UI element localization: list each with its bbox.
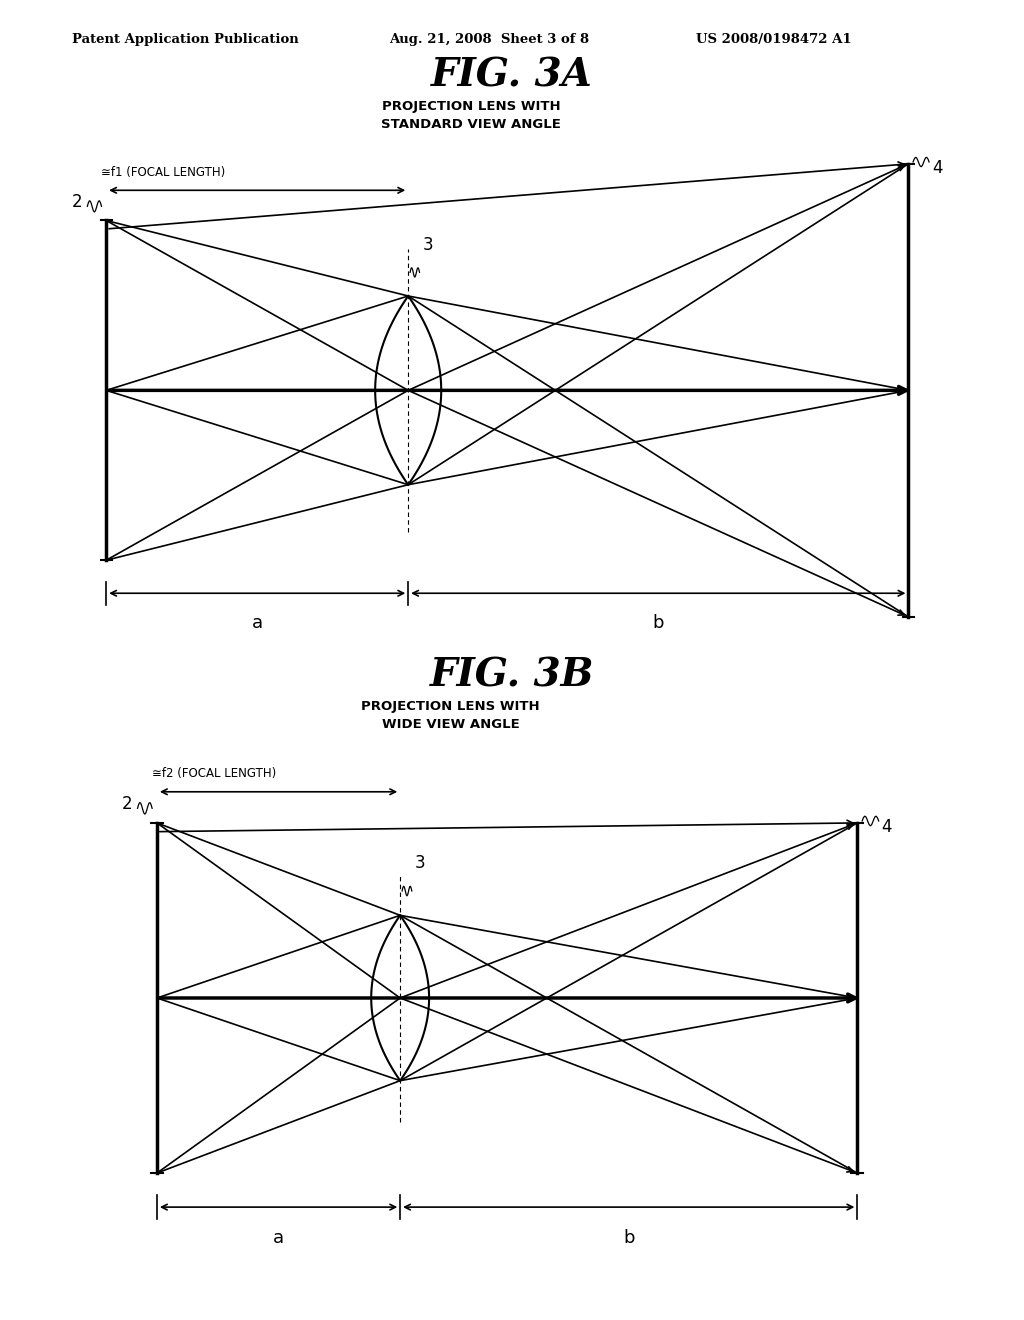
Text: 3: 3 [422, 235, 433, 253]
Text: Aug. 21, 2008  Sheet 3 of 8: Aug. 21, 2008 Sheet 3 of 8 [389, 33, 589, 46]
Text: ≅f2 (FOCAL LENGTH): ≅f2 (FOCAL LENGTH) [153, 767, 276, 780]
Text: 4: 4 [882, 818, 892, 836]
Text: 2: 2 [72, 193, 83, 211]
Text: PROJECTION LENS WITH
STANDARD VIEW ANGLE: PROJECTION LENS WITH STANDARD VIEW ANGLE [381, 100, 561, 131]
Text: a: a [252, 614, 263, 632]
Text: 3: 3 [415, 854, 425, 871]
Text: Patent Application Publication: Patent Application Publication [72, 33, 298, 46]
Text: b: b [623, 1229, 635, 1246]
Text: 4: 4 [932, 160, 942, 177]
Text: FIG. 3B: FIG. 3B [430, 656, 594, 694]
Text: 2: 2 [122, 795, 133, 813]
Text: ≅f1 (FOCAL LENGTH): ≅f1 (FOCAL LENGTH) [101, 166, 225, 180]
Text: b: b [652, 614, 664, 632]
Text: US 2008/0198472 A1: US 2008/0198472 A1 [696, 33, 852, 46]
Text: PROJECTION LENS WITH
WIDE VIEW ANGLE: PROJECTION LENS WITH WIDE VIEW ANGLE [361, 700, 540, 730]
Text: a: a [273, 1229, 284, 1246]
Text: FIG. 3A: FIG. 3A [431, 57, 593, 95]
